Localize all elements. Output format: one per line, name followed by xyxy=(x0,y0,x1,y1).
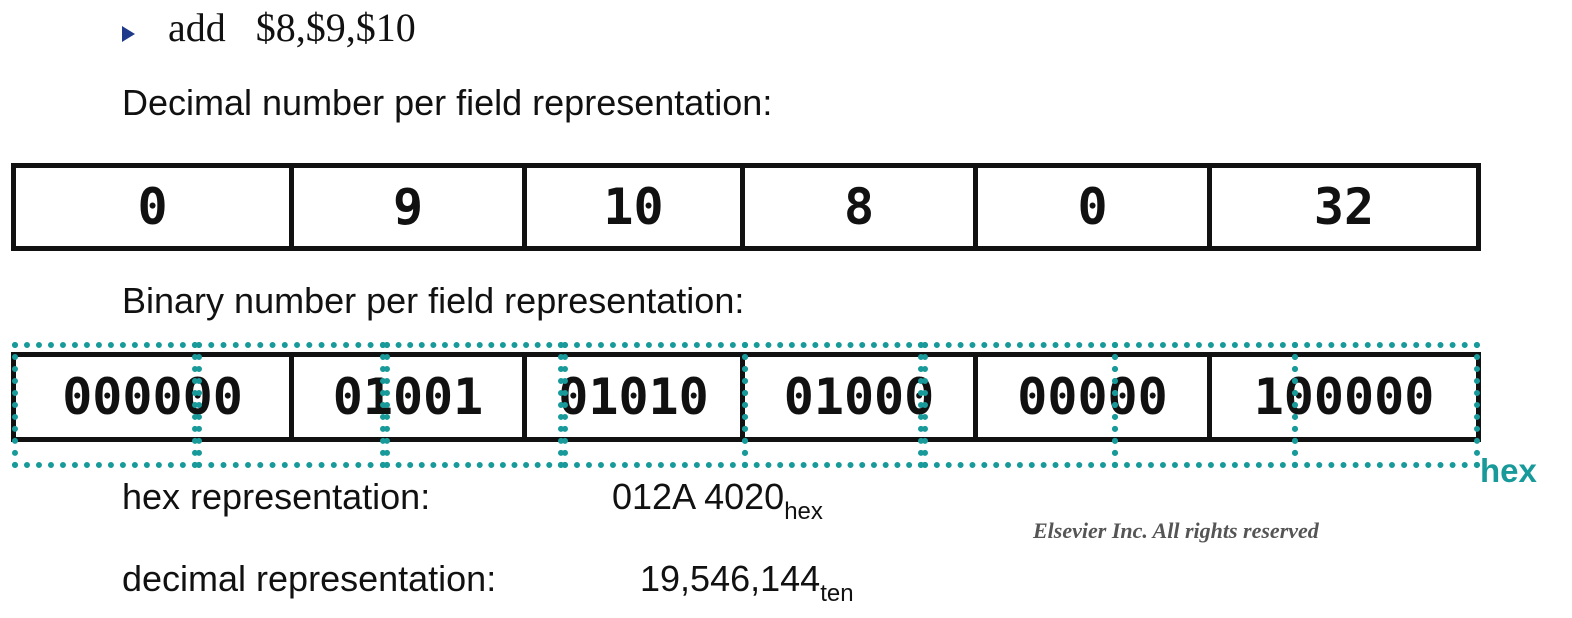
binary-field-funct: 100000 xyxy=(1253,368,1435,426)
hex-nibble-group-4 xyxy=(562,342,748,468)
decimal-subscript: ten xyxy=(820,580,854,607)
hex-nibble-group-5 xyxy=(742,342,924,468)
decimal-representation-label: decimal representation: xyxy=(122,558,497,599)
decimal-section-label: Decimal number per field representation: xyxy=(122,82,773,123)
hex-nibble-group-2 xyxy=(196,342,386,468)
decimal-field-table: 0 9 10 8 0 32 xyxy=(11,163,1481,251)
decimal-representation-value: 19,546,144ten xyxy=(640,558,854,608)
decimal-field-rd: 8 xyxy=(745,168,978,246)
binary-field-rs: 01001 xyxy=(294,357,527,437)
decimal-field-op: 0 xyxy=(16,168,294,246)
hex-nibble-group-8 xyxy=(1292,342,1480,468)
binary-section-label: Binary number per field representation: xyxy=(122,280,745,321)
hex-representation-label: hex representation: xyxy=(122,476,431,517)
decimal-field-funct: 32 xyxy=(1313,178,1375,236)
copyright-text: Elsevier Inc. All rights reserved xyxy=(1033,518,1319,543)
hex-nibble-group-1 xyxy=(12,342,198,468)
instruction-text: add $8,$9,$10 xyxy=(168,5,416,50)
binary-field-rd: 01000 xyxy=(745,357,978,437)
hex-nibble-group-3 xyxy=(384,342,564,468)
decimal-value: 19,546,144 xyxy=(640,558,821,599)
binary-field-op: 000000 xyxy=(16,357,294,437)
decimal-field-shamt: 0 xyxy=(978,168,1212,246)
hex-subscript: hex xyxy=(784,498,823,525)
hex-value: 012A 4020 xyxy=(612,476,785,517)
hex-nibble-group-7 xyxy=(1112,342,1298,468)
hex-representation-value: 012A 4020hex xyxy=(612,476,823,526)
decimal-field-rs: 9 xyxy=(294,168,527,246)
binary-field-shamt: 00000 xyxy=(978,357,1212,437)
triangle-bullet-icon xyxy=(122,26,135,42)
binary-field-rt: 01010 xyxy=(527,357,745,437)
decimal-field-rt: 10 xyxy=(527,168,745,246)
hex-group-label: hex xyxy=(1480,452,1537,489)
hex-nibble-group-6 xyxy=(922,342,1118,468)
